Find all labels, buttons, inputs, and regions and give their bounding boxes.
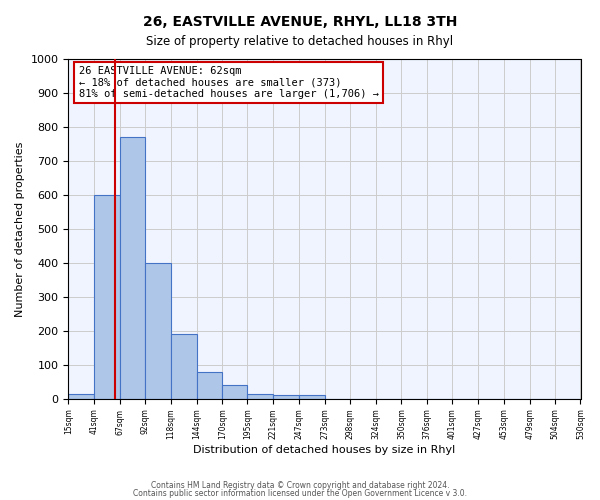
Text: Size of property relative to detached houses in Rhyl: Size of property relative to detached ho…	[146, 35, 454, 48]
X-axis label: Distribution of detached houses by size in Rhyl: Distribution of detached houses by size …	[193, 445, 455, 455]
Bar	[120, 137, 145, 399]
Bar	[197, 372, 223, 399]
Bar	[223, 386, 247, 399]
Bar	[247, 394, 273, 399]
Bar	[273, 396, 299, 399]
Text: Contains HM Land Registry data © Crown copyright and database right 2024.: Contains HM Land Registry data © Crown c…	[151, 481, 449, 490]
Bar	[68, 394, 94, 399]
Text: 26 EASTVILLE AVENUE: 62sqm
← 18% of detached houses are smaller (373)
81% of sem: 26 EASTVILLE AVENUE: 62sqm ← 18% of deta…	[79, 66, 379, 99]
Y-axis label: Number of detached properties: Number of detached properties	[15, 141, 25, 316]
Bar	[145, 263, 171, 399]
Text: 26, EASTVILLE AVENUE, RHYL, LL18 3TH: 26, EASTVILLE AVENUE, RHYL, LL18 3TH	[143, 15, 457, 29]
Bar	[94, 195, 120, 399]
Text: Contains public sector information licensed under the Open Government Licence v : Contains public sector information licen…	[133, 488, 467, 498]
Bar	[171, 334, 197, 399]
Bar	[299, 396, 325, 399]
